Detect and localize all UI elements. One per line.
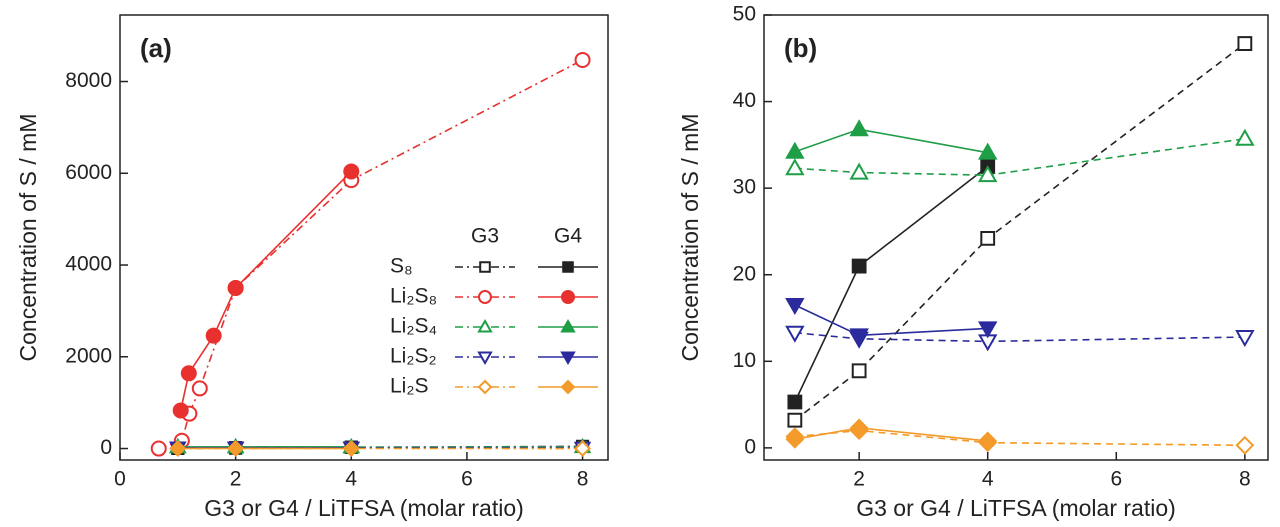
x-axis-title: G3 or G4 / LiTFSA (molar ratio) bbox=[204, 495, 524, 521]
panel-label: (b) bbox=[784, 33, 817, 63]
data-point bbox=[849, 162, 869, 180]
legend-marker bbox=[560, 290, 576, 304]
x-tick-label: 0 bbox=[114, 468, 126, 491]
legend-marker bbox=[477, 290, 493, 304]
data-point bbox=[785, 141, 805, 159]
data-point bbox=[1237, 36, 1253, 51]
legend-marker bbox=[560, 379, 576, 395]
data-point bbox=[1235, 128, 1255, 146]
series-line bbox=[794, 128, 988, 154]
legend-header: G3 bbox=[471, 225, 499, 248]
y-tick-label: 2000 bbox=[65, 344, 112, 367]
data-point bbox=[849, 119, 869, 137]
data-point bbox=[205, 327, 222, 344]
y-tick-label: 0 bbox=[100, 436, 112, 459]
y-tick-label: 6000 bbox=[65, 161, 112, 184]
data-point bbox=[978, 431, 998, 451]
plot-frame bbox=[119, 14, 609, 461]
legend-label: Li₂S₄ bbox=[390, 315, 437, 338]
series-line bbox=[794, 427, 988, 442]
data-point bbox=[785, 429, 805, 449]
data-point bbox=[785, 298, 805, 316]
y-axis-title: Concentration of S / mM bbox=[15, 114, 41, 362]
data-point bbox=[980, 230, 996, 246]
y-tick-label: 50 bbox=[733, 3, 756, 26]
data-point bbox=[150, 440, 167, 457]
data-point bbox=[977, 142, 998, 160]
data-point bbox=[851, 258, 867, 274]
legend-label: S₈ bbox=[390, 255, 413, 278]
legend-marker bbox=[477, 351, 493, 366]
legend-marker bbox=[560, 351, 576, 366]
y-tick-label: 10 bbox=[733, 349, 756, 372]
y-tick-label: 0 bbox=[744, 435, 756, 458]
x-tick-label: 4 bbox=[345, 468, 357, 491]
y-tick-label: 20 bbox=[733, 262, 756, 285]
data-point bbox=[851, 363, 867, 379]
x-tick-label: 4 bbox=[982, 468, 994, 491]
data-point bbox=[1235, 330, 1255, 348]
data-point bbox=[342, 440, 360, 457]
y-tick-label: 40 bbox=[733, 89, 756, 112]
series-line bbox=[794, 42, 1246, 421]
data-point bbox=[574, 440, 591, 457]
x-tick-label: 6 bbox=[461, 468, 473, 491]
data-point bbox=[785, 158, 805, 176]
data-point bbox=[1235, 435, 1255, 455]
data-point bbox=[787, 412, 803, 428]
series-line bbox=[794, 165, 989, 403]
y-tick-label: 8000 bbox=[65, 69, 112, 92]
legend-header: G4 bbox=[554, 225, 582, 248]
legend-label: Li₂S₈ bbox=[390, 285, 437, 308]
plot-frame bbox=[763, 14, 1269, 461]
legend-marker bbox=[479, 261, 491, 273]
data-point bbox=[977, 165, 998, 183]
data-point bbox=[169, 440, 187, 457]
data-point bbox=[180, 365, 197, 382]
legend-label: Li₂S bbox=[390, 375, 429, 398]
data-point bbox=[227, 279, 244, 296]
data-point bbox=[191, 380, 208, 397]
data-point bbox=[574, 51, 591, 68]
series-line bbox=[179, 170, 352, 411]
legend-marker bbox=[562, 261, 574, 273]
legend-marker bbox=[560, 318, 576, 333]
x-tick-label: 2 bbox=[853, 468, 865, 491]
series-line bbox=[794, 304, 988, 337]
x-tick-label: 8 bbox=[1239, 468, 1251, 491]
data-point bbox=[172, 402, 189, 419]
x-tick-label: 8 bbox=[577, 468, 589, 491]
data-point bbox=[849, 328, 869, 346]
data-point bbox=[849, 418, 869, 438]
panel-label: (a) bbox=[140, 33, 172, 63]
x-tick-label: 2 bbox=[230, 468, 242, 491]
series-line bbox=[158, 59, 583, 450]
y-axis-title: Concentration of S / mM bbox=[677, 114, 703, 362]
x-tick-label: 6 bbox=[1110, 468, 1122, 491]
y-tick-label: 4000 bbox=[65, 253, 112, 276]
y-tick-label: 30 bbox=[733, 176, 756, 199]
legend-marker bbox=[477, 379, 493, 395]
data-point bbox=[787, 394, 803, 410]
legend-marker bbox=[477, 318, 493, 333]
legend-label: Li₂S₂ bbox=[390, 345, 437, 368]
data-point bbox=[343, 163, 360, 180]
data-point bbox=[227, 440, 245, 457]
data-point bbox=[785, 325, 805, 343]
data-point bbox=[977, 321, 998, 339]
x-axis-title: G3 or G4 / LiTFSA (molar ratio) bbox=[856, 495, 1176, 521]
